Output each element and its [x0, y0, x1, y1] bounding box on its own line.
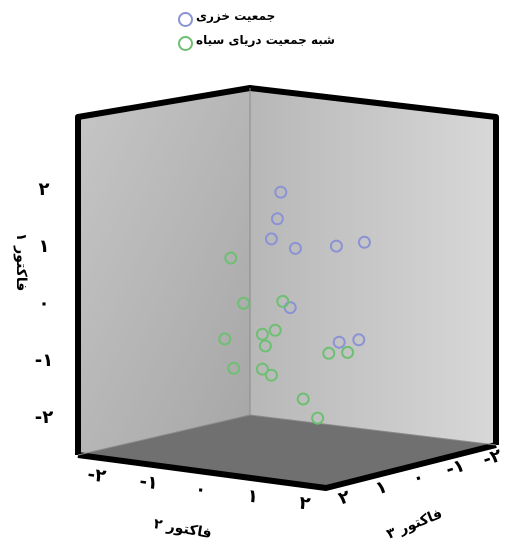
black-sea-point [268, 323, 282, 337]
depth-right-tick-label: ۱ [373, 476, 390, 499]
axis-title-factor3: فاکتور ۳ [384, 506, 444, 543]
axis-title-factor1: فاکتور ۱ [13, 233, 29, 292]
depth-left-tick-label: ۰ [194, 478, 208, 500]
black-sea-point [255, 327, 269, 341]
vertical-tick-label: -۱ [35, 350, 53, 371]
legend-marker-khazari [178, 12, 193, 27]
black-sea-point [296, 392, 310, 406]
black-sea-point [224, 251, 238, 265]
khazari-point [270, 212, 284, 226]
depth-left-tick-label: ۱ [246, 485, 260, 507]
black-sea-point [255, 362, 269, 376]
legend-item-black-sea: شبه جمعیت دریای سیاه [170, 32, 370, 54]
khazari-point [329, 239, 343, 253]
black-sea-point [276, 294, 290, 308]
depth-left-tick-label: -۱ [138, 471, 159, 494]
vertical-tick-label: -۲ [35, 407, 53, 428]
data-points [218, 185, 371, 425]
khazari-point [274, 185, 288, 199]
depth-right-tick-label: ۲ [336, 486, 353, 509]
khazari-point [352, 333, 366, 347]
legend-label-black-sea: شبه جمعیت دریای سیاه [196, 33, 335, 47]
depth-right-tick-label: ۰ [410, 466, 427, 489]
black-sea-point [322, 346, 336, 360]
black-sea-point [264, 368, 278, 382]
back-wall [78, 88, 250, 455]
vertical-tick-label: ۰ [39, 293, 50, 314]
axis-title-factor2: فاکتور ۲ [152, 516, 212, 542]
depth-left-tick-label: ۲ [298, 492, 312, 514]
khazari-point [357, 235, 371, 249]
black-sea-point [227, 361, 241, 375]
legend-label-khazari: جمعیت خزری [196, 9, 276, 23]
khazari-point [332, 335, 346, 349]
black-sea-point [218, 332, 232, 346]
legend-item-khazari: جمعیت خزری [170, 8, 370, 30]
vertical-axis-ticks: ۲ ۱ ۰ -۱ -۲ [35, 179, 53, 428]
depth-right-tick-label: -۲ [480, 445, 504, 471]
depth-right-tick-label: -۱ [443, 455, 467, 481]
black-sea-point [311, 411, 325, 425]
black-sea-point [258, 339, 272, 353]
legend-marker-black-sea [178, 36, 193, 51]
depth-left-axis-ticks: -۲ -۱ ۰ ۱ ۲ [86, 464, 312, 515]
legend: جمعیت خزری شبه جمعیت دریای سیاه [170, 6, 370, 54]
khazari-point [288, 241, 302, 255]
vertical-tick-label: ۱ [39, 236, 50, 257]
black-sea-point [237, 296, 251, 310]
cube-inner-edges [77, 88, 497, 456]
black-sea-point [341, 345, 355, 359]
depth-left-tick-label: -۲ [86, 464, 107, 487]
vertical-tick-label: ۲ [39, 179, 50, 200]
khazari-point [264, 232, 278, 246]
side-wall [250, 88, 496, 445]
